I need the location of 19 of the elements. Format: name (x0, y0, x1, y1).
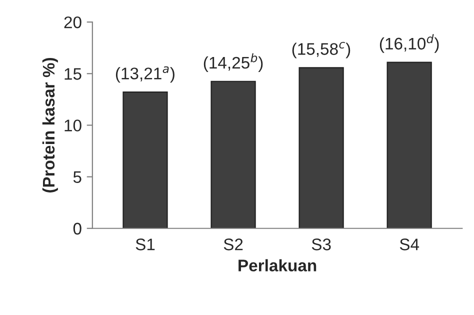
bar (298, 67, 344, 228)
data-label: (16,10$^{d}$) (380, 34, 439, 53)
x-tick-label: S1 (136, 238, 155, 250)
x-tick-label: S4 (400, 238, 420, 250)
data-label: (15,58$^{c}$) (292, 42, 350, 58)
y-tick-label: 0 (73, 222, 82, 235)
bar (122, 92, 168, 228)
x-tick-label: S3 (312, 238, 331, 250)
data-label: (13,21$^{a}$) (116, 66, 174, 83)
bar (386, 62, 432, 228)
x-tick-label: S2 (224, 238, 243, 250)
x-axis-title: Perlakuan (238, 259, 316, 272)
y-tick-label: 10 (64, 120, 82, 132)
y-tick-label: 20 (64, 16, 82, 28)
y-axis-title: (Protein kasar %) (42, 58, 58, 192)
bar (210, 80, 256, 228)
y-tick-label: 15 (64, 68, 82, 80)
y-tick-label: 5 (73, 171, 82, 183)
data-label: (14,25$^{b}$) (204, 53, 263, 72)
